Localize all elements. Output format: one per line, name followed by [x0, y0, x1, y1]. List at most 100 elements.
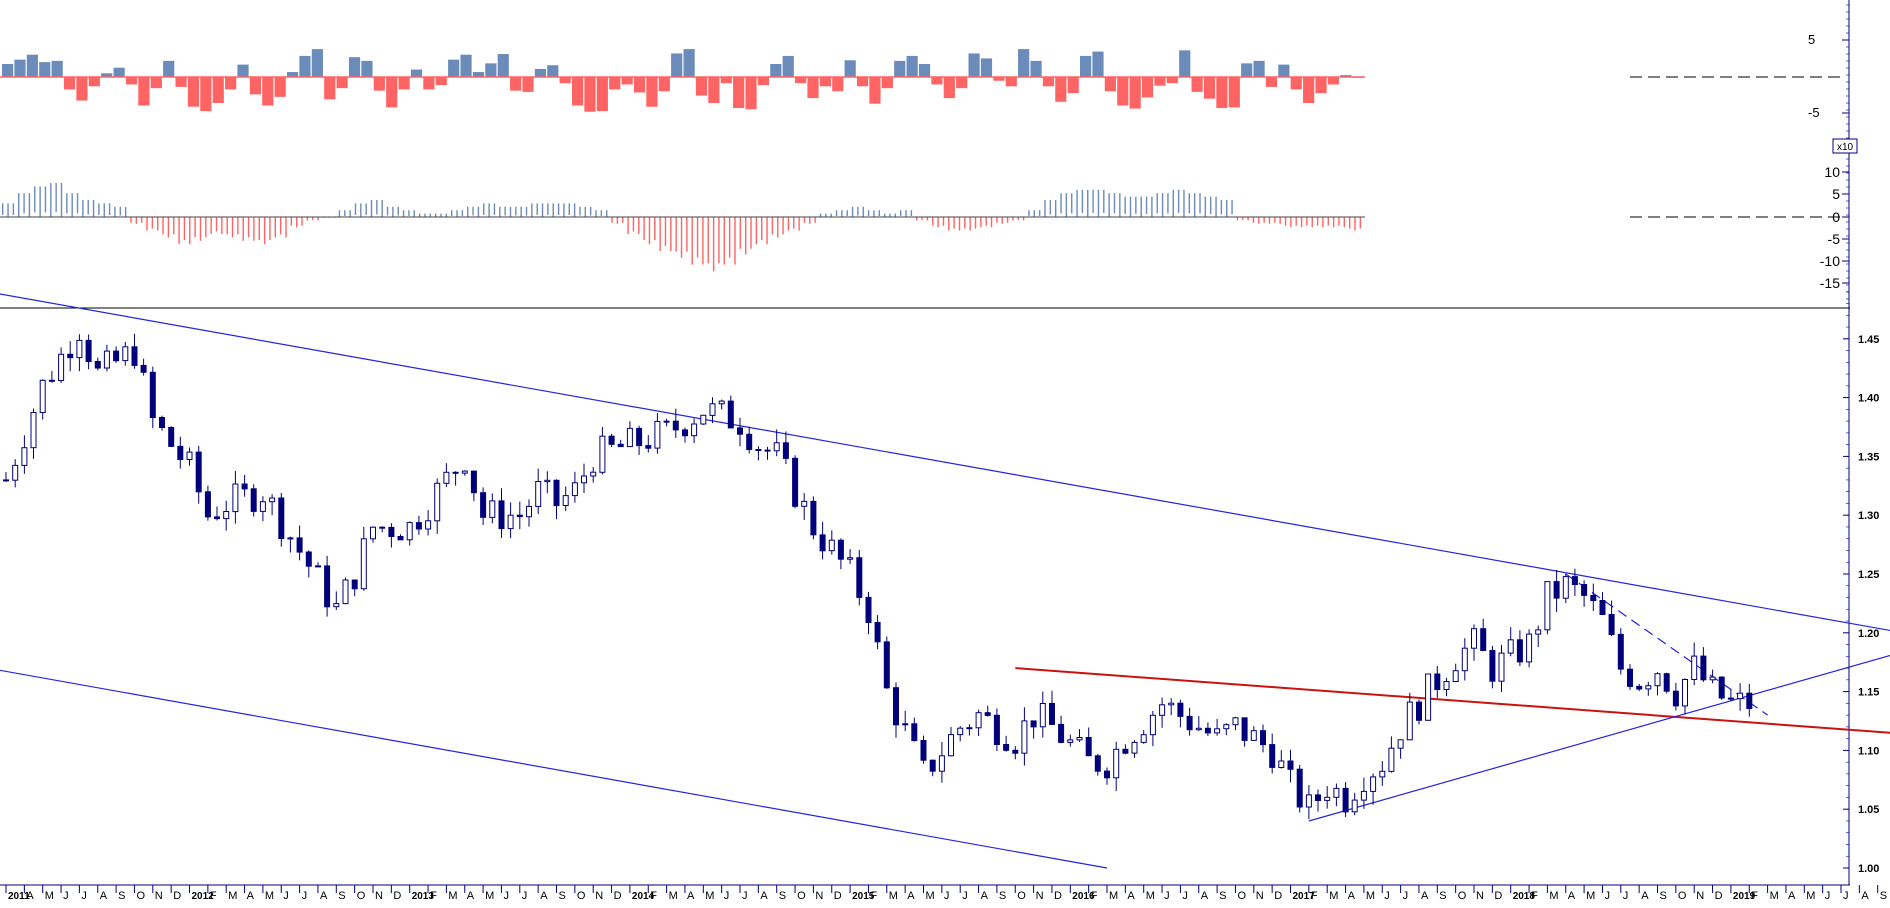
time-tick-label: S — [1660, 890, 1667, 902]
panel1-bar — [485, 63, 497, 77]
candle-body — [1241, 717, 1248, 741]
panel1-bar — [1018, 49, 1030, 77]
panel2-bar — [162, 217, 164, 235]
panel2-bar — [670, 217, 672, 251]
panel2-bar — [803, 217, 806, 223]
panel2-bar — [445, 213, 448, 217]
panel2-bar — [969, 217, 971, 231]
panel2-bar — [285, 217, 287, 238]
candle-body — [1149, 714, 1156, 736]
panel2-bar — [1311, 217, 1313, 228]
panel2-bar — [1076, 189, 1078, 217]
candle-body — [617, 443, 624, 448]
time-tick-label: O — [1458, 890, 1467, 902]
panel2-bar — [7, 203, 9, 217]
panel2-bar — [392, 206, 394, 217]
candle-body — [1526, 633, 1533, 663]
candle-body — [1507, 639, 1514, 654]
panel2-bar — [1252, 217, 1255, 223]
time-tick-label: S — [338, 890, 345, 902]
time-tick-label: F — [871, 890, 878, 902]
panel1-tick-label: -5 — [1808, 105, 1820, 120]
time-tick-label: M — [485, 890, 494, 902]
panel1-bar — [472, 72, 485, 77]
candle-body — [1434, 673, 1441, 690]
panel2-bar — [87, 200, 89, 215]
panel2-bar — [926, 217, 929, 221]
panel2-bar — [1001, 217, 1003, 224]
panel2-bar — [504, 206, 506, 216]
time-tick-label: N — [815, 890, 823, 902]
panel1-bar — [1080, 55, 1092, 77]
candle-body — [287, 537, 294, 540]
panel2-bar — [1338, 217, 1340, 226]
panel2-bar — [932, 217, 934, 226]
panel2-bar — [1092, 189, 1094, 213]
time-tick-label: J — [504, 890, 510, 902]
panel1-bar — [262, 77, 274, 106]
panel1-bar — [633, 77, 646, 93]
candle-body — [1452, 670, 1459, 683]
panel2-bar — [841, 210, 843, 217]
time-tick-label: N — [595, 890, 603, 902]
panel2-bar — [990, 217, 993, 228]
time-tick-label: M — [705, 890, 714, 902]
candle-body — [1553, 581, 1560, 599]
panel1-bar — [782, 55, 794, 77]
candle-body — [1342, 787, 1349, 813]
candle-body — [94, 361, 101, 369]
panel2-bar — [563, 203, 565, 217]
panel2-bar — [1177, 189, 1180, 213]
panel1-bar — [125, 77, 138, 85]
candle-body — [168, 427, 175, 447]
panel2-bar — [440, 213, 442, 217]
panel1-bar — [1005, 77, 1017, 87]
panel1-bar — [175, 77, 187, 87]
panel2-bar — [873, 210, 875, 217]
panel2-bar — [974, 217, 977, 229]
time-tick-label: D — [834, 890, 842, 902]
time-tick-label: M — [1366, 890, 1375, 902]
panel2-bar — [515, 206, 517, 216]
panel2-bar — [750, 217, 752, 249]
trendline-support — [1015, 667, 1890, 734]
candle-body — [85, 339, 92, 362]
panel2-bar — [1199, 193, 1201, 214]
panel2-bar — [777, 217, 779, 238]
candle-body — [498, 500, 505, 530]
panel2-bar — [894, 213, 897, 217]
panel2-bar — [664, 217, 667, 246]
price-tick-label: 1.05 — [1858, 804, 1879, 816]
candle-body — [223, 511, 230, 520]
panel2-bar — [60, 183, 63, 217]
candle-body — [856, 557, 863, 598]
time-tick-label: M — [669, 890, 678, 902]
candle-body — [76, 339, 83, 359]
candle-body — [1049, 703, 1055, 725]
candle-body — [1571, 576, 1578, 585]
panel2-bar — [996, 217, 998, 223]
candle-body — [342, 579, 349, 605]
candle-body — [1397, 739, 1404, 749]
candle-body — [571, 482, 578, 497]
candle-body — [1113, 748, 1120, 779]
candle-body — [122, 346, 129, 362]
price-tick-label: 1.35 — [1858, 451, 1879, 463]
candle-body — [1003, 744, 1010, 751]
panel2-bar — [1306, 217, 1308, 226]
candle-body — [113, 350, 120, 362]
candle-body — [470, 470, 477, 494]
panel2-bar — [23, 193, 25, 214]
panel1-bar — [398, 77, 410, 90]
panel2-bar — [916, 217, 918, 221]
panel2-bar — [627, 217, 629, 234]
candle-body — [489, 500, 496, 518]
panel2-bar — [1226, 200, 1228, 217]
price-tick-label: 1.45 — [1858, 334, 1879, 346]
panel1-bar — [336, 77, 348, 89]
time-tick-label: 2016 — [1072, 891, 1095, 902]
time-tick-label: M — [1586, 890, 1595, 902]
candle-body — [103, 350, 110, 369]
candle-body — [1562, 576, 1569, 599]
time-tick-label: D — [1054, 890, 1062, 902]
